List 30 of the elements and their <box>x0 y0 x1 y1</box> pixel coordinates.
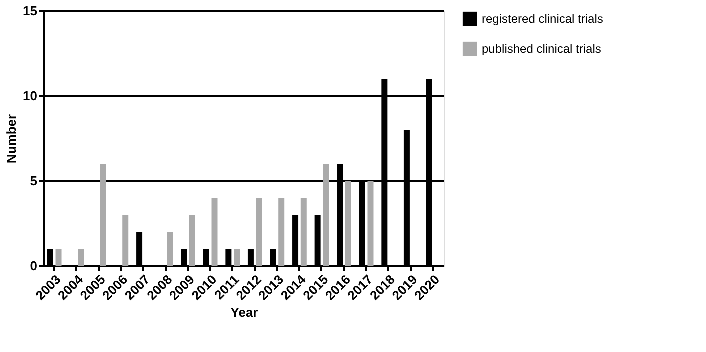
bar <box>167 232 174 266</box>
y-tick-label: 10 <box>23 88 38 104</box>
bar <box>278 198 285 266</box>
bar <box>292 215 299 266</box>
bar <box>78 249 84 266</box>
y-tick-label: 15 <box>23 4 38 18</box>
bar <box>181 249 188 266</box>
legend-label: published clinical trials <box>482 42 602 56</box>
bar <box>300 198 307 266</box>
x-axis-title: Year <box>230 305 258 320</box>
bar <box>256 198 262 266</box>
bar <box>47 249 54 266</box>
bar <box>248 249 254 266</box>
bar <box>345 181 352 266</box>
bar <box>234 249 240 266</box>
bar <box>368 181 374 266</box>
legend-label: registered clinical trials <box>482 12 604 26</box>
bar <box>136 232 143 266</box>
bar <box>189 215 196 266</box>
y-axis-title: Number <box>4 114 20 164</box>
bar <box>270 249 276 266</box>
bar <box>122 215 129 266</box>
y-tick-label: 5 <box>30 174 38 188</box>
bar <box>100 164 106 266</box>
bar <box>203 249 210 266</box>
y-tick-label: 0 <box>30 258 38 274</box>
bar <box>56 249 62 266</box>
bar <box>212 198 218 266</box>
bar <box>323 164 330 266</box>
bar <box>226 249 232 266</box>
